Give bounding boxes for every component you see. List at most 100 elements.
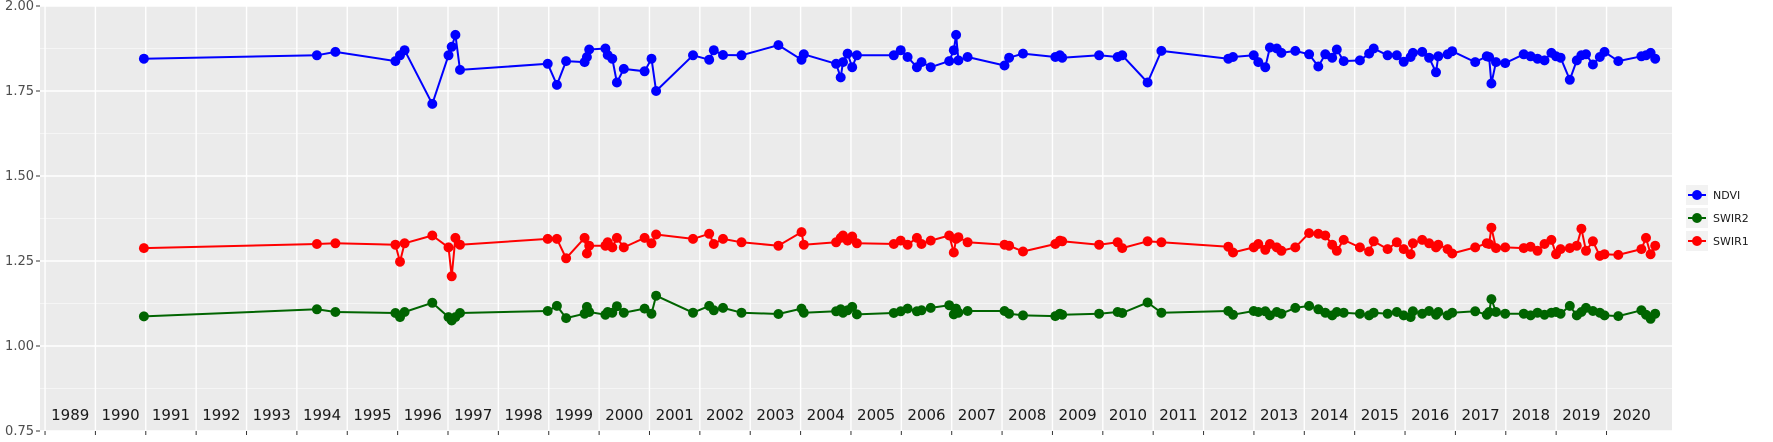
x-year-label: 2010: [1109, 406, 1147, 424]
data-point-ndvi: [455, 64, 465, 75]
data-point-swir1: [639, 232, 650, 243]
data-point-swir1: [1156, 237, 1167, 248]
x-year-label: 1991: [152, 406, 190, 424]
data-point-ndvi: [542, 58, 553, 69]
data-point-swir2: [708, 305, 719, 316]
data-point-ndvi: [1290, 45, 1301, 56]
data-point-ndvi: [651, 86, 662, 96]
data-point-ndvi: [1327, 52, 1338, 63]
data-point-ndvi: [1004, 52, 1015, 63]
data-point-swir2: [1276, 308, 1287, 319]
data-point-ndvi: [1368, 43, 1379, 54]
legend-item-swir1: SWIR1: [1686, 231, 1749, 251]
x-year-label: 1998: [504, 406, 542, 424]
data-point-swir2: [138, 311, 149, 322]
legend-item-swir2: SWIR2: [1686, 208, 1749, 228]
data-point-swir1: [851, 238, 862, 249]
data-point-swir1: [1581, 245, 1591, 256]
data-point-ndvi: [1094, 50, 1105, 61]
series-layer: [138, 29, 1661, 326]
data-point-swir2: [1368, 307, 1379, 318]
data-point-ndvi: [311, 50, 322, 61]
x-axis: 1989 1990 1991 1992 1993 1994 1995 1996 1997 1998…: [44, 406, 1651, 435]
x-year-label: 2008: [1008, 406, 1046, 424]
data-point-ndvi: [646, 53, 657, 64]
data-point-ndvi: [1407, 47, 1418, 58]
data-point-swir1: [1555, 244, 1566, 255]
x-year-label: 2020: [1613, 406, 1651, 424]
data-point-swir1: [1290, 242, 1301, 253]
data-point-swir2: [1555, 308, 1566, 319]
x-year-label: 1999: [555, 406, 593, 424]
y-axis: 0.75 1.00 1.25 1.50 1.75 2.00: [5, 0, 40, 439]
data-point-swir2: [1486, 294, 1497, 305]
y-tick-label: 2.00: [5, 0, 34, 14]
y-tick-label: 0.75: [5, 424, 34, 439]
data-point-swir2: [1650, 308, 1661, 319]
data-point-ndvi: [1228, 52, 1238, 62]
data-point-swir2: [1382, 308, 1393, 319]
data-point-ndvi: [1650, 53, 1661, 64]
data-point-ndvi: [1304, 49, 1315, 60]
x-year-label: 1997: [454, 406, 492, 424]
x-year-label: 2006: [907, 406, 945, 424]
data-point-swir1: [925, 235, 936, 246]
data-point-ndvi: [1486, 78, 1497, 89]
data-point-ndvi: [1613, 56, 1624, 67]
data-point-swir1: [399, 238, 410, 249]
data-point-swir2: [639, 303, 650, 314]
data-point-swir2: [925, 302, 936, 313]
x-year-label: 2005: [857, 406, 895, 424]
data-point-swir1: [1532, 245, 1543, 256]
data-point-swir1: [1382, 244, 1393, 255]
data-point-ndvi: [847, 62, 858, 73]
data-point-swir1: [446, 271, 457, 282]
series-swir1: [138, 222, 1661, 282]
data-point-swir1: [561, 253, 572, 264]
data-point-swir1: [1320, 230, 1331, 241]
data-point-swir2: [311, 304, 322, 315]
y-tick-label: 1.00: [5, 339, 34, 354]
data-point-ndvi: [1424, 52, 1435, 63]
x-year-label: 2009: [1059, 406, 1097, 424]
data-point-swir2: [1290, 302, 1301, 313]
data-point-swir2: [561, 313, 572, 324]
data-point-swir1: [1500, 242, 1511, 253]
grid-lines: [40, 5, 1672, 432]
data-point-swir1: [618, 242, 629, 253]
data-point-swir1: [1405, 249, 1416, 260]
x-year-label: 2019: [1562, 406, 1600, 424]
data-point-swir1: [311, 239, 322, 249]
y-tick-label: 1.25: [5, 254, 34, 269]
data-point-swir1: [1650, 240, 1661, 251]
data-point-swir1: [1057, 236, 1068, 247]
data-point-swir1: [704, 228, 715, 239]
data-point-ndvi: [851, 50, 862, 61]
data-point-ndvi: [1313, 61, 1324, 72]
data-point-swir1: [138, 243, 149, 254]
x-year-label: 2017: [1461, 406, 1499, 424]
data-point-swir1: [1613, 249, 1624, 260]
data-point-swir1: [688, 233, 698, 244]
data-point-ndvi: [708, 45, 719, 56]
data-point-ndvi: [399, 45, 410, 56]
data-point-ndvi: [688, 50, 698, 61]
data-point-swir1: [1253, 239, 1264, 249]
data-point-swir1: [1636, 244, 1647, 255]
data-point-swir1: [551, 233, 562, 244]
data-point-ndvi: [1599, 46, 1610, 57]
data-point-swir2: [902, 303, 913, 314]
y-tick-label: 1.50: [5, 169, 34, 184]
data-point-swir2: [551, 300, 562, 311]
data-point-swir1: [916, 239, 927, 249]
data-point-swir2: [798, 307, 809, 318]
data-point-swir2: [688, 307, 698, 318]
x-year-label: 1989: [51, 406, 89, 424]
data-point-swir1: [1331, 245, 1342, 256]
x-year-label: 1995: [353, 406, 391, 424]
data-point-swir1: [1004, 240, 1015, 251]
data-point-swir2: [646, 308, 657, 319]
data-point-swir2: [1156, 307, 1167, 318]
data-point-swir1: [443, 242, 454, 253]
data-point-ndvi: [948, 45, 959, 56]
